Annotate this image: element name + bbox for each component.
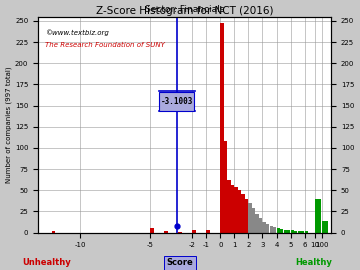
- Bar: [192, 230, 196, 232]
- Text: -3.1003: -3.1003: [161, 97, 193, 106]
- Bar: [248, 203, 252, 232]
- Title: Z-Score Histogram for NCT (2016): Z-Score Histogram for NCT (2016): [96, 6, 273, 16]
- Y-axis label: Number of companies (997 total): Number of companies (997 total): [5, 66, 12, 183]
- Text: Score: Score: [167, 258, 193, 267]
- Text: Unhealthy: Unhealthy: [22, 258, 71, 267]
- Text: Healthy: Healthy: [295, 258, 332, 267]
- Bar: [305, 231, 308, 232]
- Bar: [291, 230, 294, 232]
- FancyBboxPatch shape: [159, 92, 194, 111]
- Bar: [298, 231, 301, 232]
- Bar: [228, 180, 231, 232]
- Bar: [52, 231, 55, 232]
- Bar: [301, 231, 305, 232]
- Bar: [238, 190, 241, 232]
- Bar: [224, 141, 227, 232]
- Text: Sector: Financials: Sector: Financials: [145, 5, 224, 15]
- Bar: [315, 199, 321, 232]
- Bar: [262, 221, 266, 232]
- Bar: [220, 23, 224, 232]
- Bar: [284, 230, 287, 232]
- Bar: [164, 231, 168, 232]
- Bar: [276, 228, 280, 232]
- Text: The Research Foundation of SUNY: The Research Foundation of SUNY: [45, 42, 165, 48]
- Bar: [280, 229, 283, 232]
- Text: ©www.textbiz.org: ©www.textbiz.org: [45, 29, 109, 36]
- Bar: [242, 194, 245, 232]
- Bar: [150, 228, 154, 232]
- Bar: [270, 226, 273, 232]
- Bar: [273, 227, 276, 232]
- Bar: [245, 199, 248, 232]
- Bar: [287, 230, 291, 232]
- Bar: [252, 208, 255, 232]
- Bar: [322, 221, 328, 232]
- Bar: [294, 231, 297, 232]
- Bar: [206, 230, 210, 232]
- Bar: [259, 218, 262, 232]
- Bar: [266, 224, 269, 232]
- Bar: [234, 187, 238, 232]
- Bar: [231, 185, 234, 232]
- Bar: [256, 214, 259, 232]
